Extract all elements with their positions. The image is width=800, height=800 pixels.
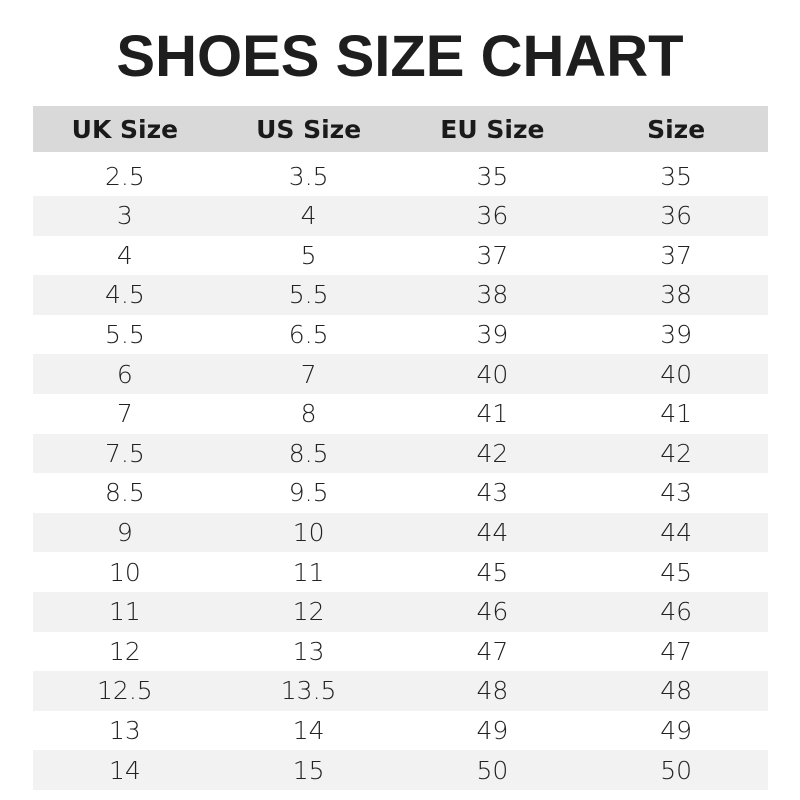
us-size-cell: 15 xyxy=(216,750,401,790)
uk-size-cell: 11 xyxy=(33,591,217,632)
table-row: 9 10 44 44 xyxy=(33,512,768,553)
page-title: SHOES SIZE CHART xyxy=(116,24,684,89)
header-eu-size: EU Size xyxy=(400,106,585,152)
eu-size-cell: 43 xyxy=(476,478,509,508)
table-row: 12.5 13.5 48 48 xyxy=(33,671,768,711)
table-row: 11 12 46 46 xyxy=(33,591,768,632)
size-cell: 44 xyxy=(584,512,768,553)
uk-size-cell: 2.5 xyxy=(104,161,145,191)
table-header-row: UK Size US Size EU Size Size xyxy=(33,106,768,152)
eu-size-cell: 38 xyxy=(400,275,585,315)
uk-size-cell: 4.5 xyxy=(33,275,217,315)
uk-size-cell: 13 xyxy=(108,716,141,746)
eu-size-cell: 42 xyxy=(400,433,585,474)
table-row: 8.5 9.5 43 43 xyxy=(33,473,768,513)
eu-size-cell: 37 xyxy=(476,240,509,270)
size-cell: 36 xyxy=(584,196,768,236)
us-size-cell: 5 xyxy=(300,240,317,270)
us-size-cell: 3.5 xyxy=(288,161,329,191)
size-cell: 37 xyxy=(660,240,693,270)
table-row: 2.5 3.5 35 35 xyxy=(33,152,768,196)
table-row: 3 4 36 36 xyxy=(33,196,768,236)
eu-size-cell: 35 xyxy=(476,161,509,191)
eu-size-cell: 36 xyxy=(400,196,585,236)
us-size-cell: 8.5 xyxy=(216,433,401,474)
table-row: 6 7 40 40 xyxy=(33,354,768,394)
us-size-cell: 13.5 xyxy=(216,671,401,711)
eu-size-cell: 44 xyxy=(400,512,585,553)
uk-size-cell: 12.5 xyxy=(33,671,217,711)
uk-size-cell: 7.5 xyxy=(33,433,217,474)
size-chart-table: UK Size US Size EU Size Size 2.5 3.5 35 35 3… xyxy=(33,106,768,790)
uk-size-cell: 10 xyxy=(108,557,141,587)
us-size-cell: 5.5 xyxy=(216,275,401,315)
eu-size-cell: 50 xyxy=(400,750,585,790)
table-row: 4.5 5.5 38 38 xyxy=(33,275,768,315)
eu-size-cell: 45 xyxy=(476,557,509,587)
size-cell: 47 xyxy=(660,636,693,666)
size-cell: 35 xyxy=(660,161,693,191)
eu-size-cell: 41 xyxy=(476,399,509,429)
size-cell: 48 xyxy=(584,671,768,711)
us-size-cell: 12 xyxy=(216,591,401,632)
size-cell: 40 xyxy=(584,354,768,394)
table-row: 5.5 6.5 39 39 xyxy=(33,315,768,355)
table-row: 7 8 41 41 xyxy=(33,394,768,434)
eu-size-cell: 40 xyxy=(400,354,585,394)
size-cell: 41 xyxy=(660,399,693,429)
us-size-cell: 8 xyxy=(300,399,317,429)
uk-size-cell: 12 xyxy=(108,636,141,666)
us-size-cell: 14 xyxy=(292,716,325,746)
uk-size-cell: 7 xyxy=(116,399,133,429)
size-cell: 45 xyxy=(660,557,693,587)
table-row: 14 15 50 50 xyxy=(33,750,768,790)
uk-size-cell: 9 xyxy=(33,512,217,553)
header-us-size: US Size xyxy=(216,106,401,152)
size-cell: 39 xyxy=(660,320,693,350)
uk-size-cell: 3 xyxy=(33,196,217,236)
table-row: 13 14 49 49 xyxy=(33,711,768,751)
eu-size-cell: 39 xyxy=(476,320,509,350)
us-size-cell: 11 xyxy=(292,557,325,587)
uk-size-cell: 8.5 xyxy=(104,478,145,508)
us-size-cell: 13 xyxy=(292,636,325,666)
header-uk-size: UK Size xyxy=(33,106,217,152)
size-cell: 46 xyxy=(584,591,768,632)
size-cell: 42 xyxy=(584,433,768,474)
eu-size-cell: 46 xyxy=(400,591,585,632)
uk-size-cell: 14 xyxy=(33,750,217,790)
table-row: 12 13 47 47 xyxy=(33,632,768,672)
header-size: Size xyxy=(584,106,768,152)
table-row: 4 5 37 37 xyxy=(33,236,768,276)
table-row: 7.5 8.5 42 42 xyxy=(33,433,768,474)
uk-size-cell: 4 xyxy=(116,240,133,270)
uk-size-cell: 5.5 xyxy=(104,320,145,350)
us-size-cell: 9.5 xyxy=(288,478,329,508)
us-size-cell: 6.5 xyxy=(288,320,329,350)
uk-size-cell: 6 xyxy=(33,354,217,394)
us-size-cell: 4 xyxy=(216,196,401,236)
size-cell: 50 xyxy=(584,750,768,790)
us-size-cell: 10 xyxy=(216,512,401,553)
table-row: 10 11 45 45 xyxy=(33,552,768,592)
size-cell: 43 xyxy=(660,478,693,508)
us-size-cell: 7 xyxy=(216,354,401,394)
size-cell: 49 xyxy=(660,716,693,746)
eu-size-cell: 49 xyxy=(476,716,509,746)
eu-size-cell: 47 xyxy=(476,636,509,666)
size-cell: 38 xyxy=(584,275,768,315)
eu-size-cell: 48 xyxy=(400,671,585,711)
